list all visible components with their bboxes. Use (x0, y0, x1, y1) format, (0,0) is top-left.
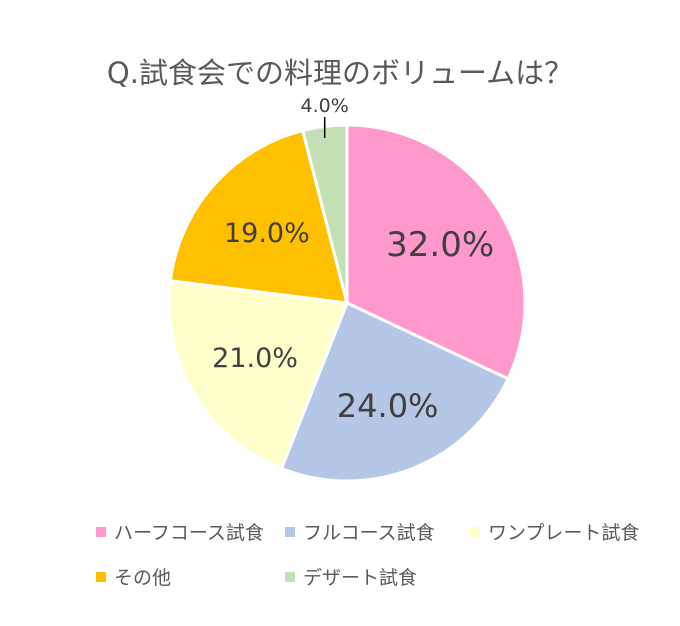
legend-item: ハーフコース試食 (96, 518, 264, 545)
legend-item: その他 (96, 563, 171, 590)
data-label: 19.0% (224, 218, 310, 249)
data-label: 4.0% (301, 95, 349, 117)
legend-item: フルコース試食 (285, 518, 435, 545)
legend-label: デザート試食 (303, 567, 418, 589)
legend-label: ワンプレート試食 (488, 522, 640, 544)
pie-slice-3 (167, 279, 350, 471)
legend-swatch (285, 526, 295, 537)
data-label: 24.0% (337, 387, 439, 425)
data-label: 21.0% (212, 343, 298, 374)
legend-label: ハーフコース試食 (114, 522, 264, 544)
pie-slice-2 (279, 300, 511, 483)
pie-slice-1 (345, 123, 527, 381)
legend-item: デザート試食 (285, 563, 417, 590)
legend-swatch (96, 526, 106, 537)
legend-label: フルコース試食 (303, 522, 435, 544)
data-label: 32.0% (386, 225, 494, 265)
legend-swatch (96, 571, 106, 582)
legend-swatch (470, 526, 480, 537)
chart-title: Q.試食会での料理のボリュームは？ (106, 56, 574, 90)
legend-item: ワンプレート試食 (470, 518, 639, 545)
legend-label: その他 (114, 567, 172, 589)
legend-swatch (285, 571, 295, 582)
pie-slice-4 (168, 128, 350, 305)
